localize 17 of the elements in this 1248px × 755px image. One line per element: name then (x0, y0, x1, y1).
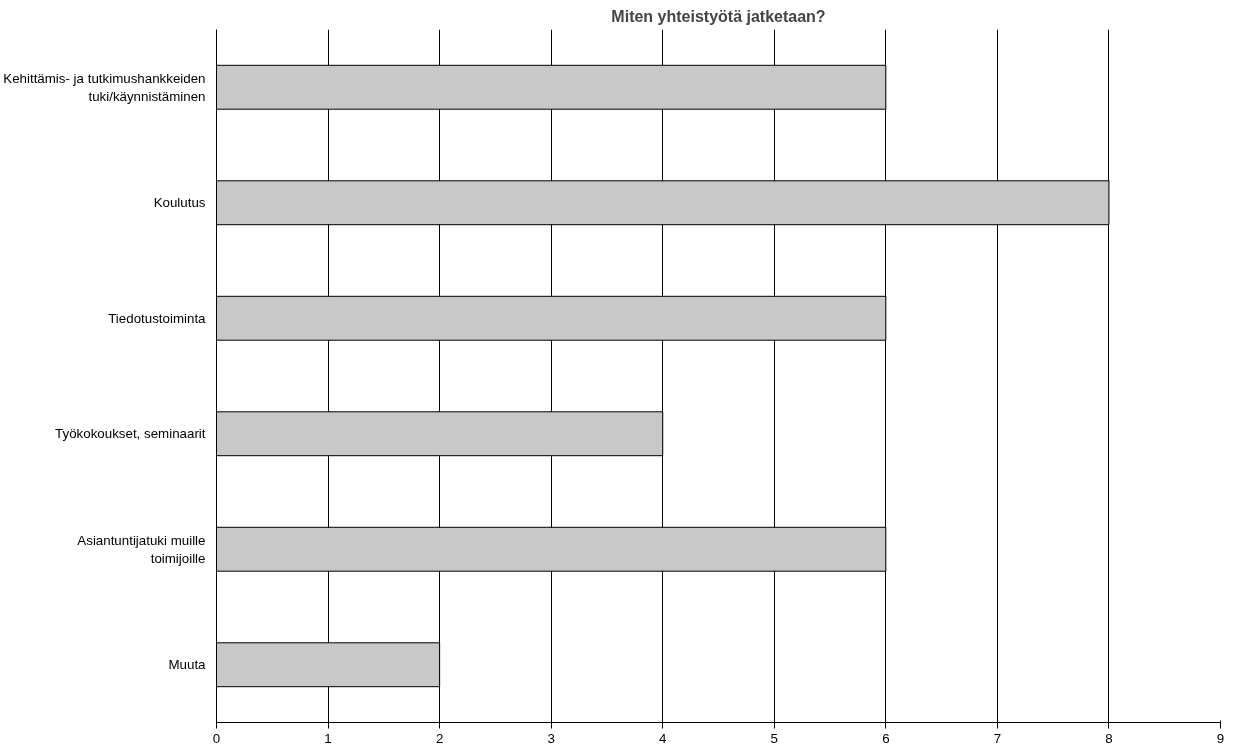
x-tick-label: 7 (993, 730, 1002, 746)
y-tick-label: Kehittämis- ja tutkimushankkeiden tuki/käynnistäminen (3, 70, 206, 104)
x-tick-label: 4 (659, 730, 668, 746)
x-tick-label: 5 (770, 730, 778, 746)
x-tick-label: 3 (547, 730, 555, 746)
y-tick-label: Tiedotustoiminta (108, 310, 207, 326)
x-tick-label: 1 (324, 730, 332, 746)
chart-title: Miten yhteistyötä jatketaan? (611, 7, 826, 25)
x-tick-label: 2 (435, 730, 444, 746)
y-tick-label: Koulutus (153, 195, 206, 211)
x-tick-label: 8 (1105, 730, 1113, 746)
y-tick-label: Työkokoukset, seminaarit (55, 426, 206, 442)
x-tick-label: 9 (1216, 730, 1225, 746)
y-tick-label: Muuta (168, 657, 207, 673)
x-tick-label: 0 (212, 730, 221, 746)
x-tick-label: 6 (882, 730, 890, 746)
y-tick-label: Asiantuntijatuki muille toimijoille (77, 532, 206, 566)
